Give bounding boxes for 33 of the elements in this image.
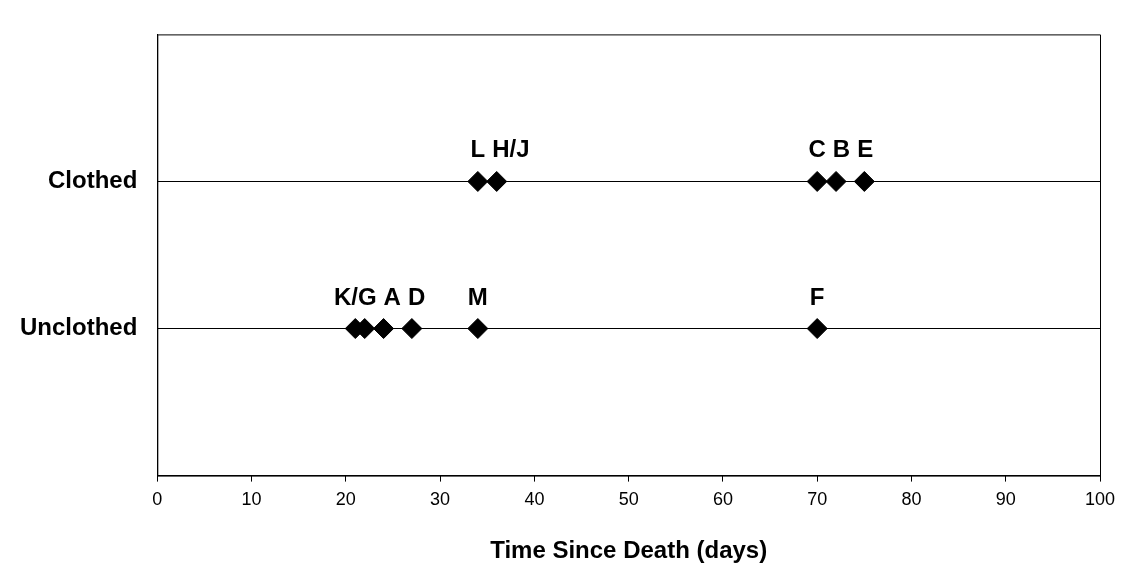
annotation: M: [467, 282, 488, 310]
point: [373, 318, 395, 340]
annotation: E: [857, 135, 874, 163]
annotation: A: [383, 282, 401, 310]
x-tick-label: 30: [430, 489, 451, 510]
x-tick-label: 100: [1084, 489, 1116, 510]
x-tick-label: 80: [901, 489, 922, 510]
y-tick-label: Clothed: [48, 166, 138, 194]
annotation: H/J: [492, 135, 530, 163]
x-tick-label: 20: [335, 489, 356, 510]
x-tick-label: 10: [241, 489, 262, 510]
x-tick-label: 50: [618, 489, 639, 510]
annotation: D: [407, 282, 426, 310]
y-tick-label: Unclothed: [20, 313, 138, 341]
point: [806, 170, 828, 192]
annotation: C: [808, 135, 826, 163]
point: [401, 318, 423, 340]
point: [806, 318, 828, 340]
point: [825, 170, 847, 192]
x-tick-label: 40: [524, 489, 545, 510]
point: [467, 318, 489, 340]
x-tick-label: 60: [712, 489, 733, 510]
annotation: K/G: [333, 282, 377, 310]
x-axis-title: Time Since Death (days): [490, 536, 768, 564]
x-tick-label: 70: [807, 489, 828, 510]
annotation: F: [809, 282, 825, 310]
point: [853, 170, 875, 192]
annotation: L: [470, 135, 486, 163]
x-tick-label: 0: [152, 489, 163, 510]
x-tick-label: 90: [995, 489, 1016, 510]
point: [486, 170, 508, 192]
annotation: B: [832, 135, 851, 163]
point: [467, 170, 489, 192]
